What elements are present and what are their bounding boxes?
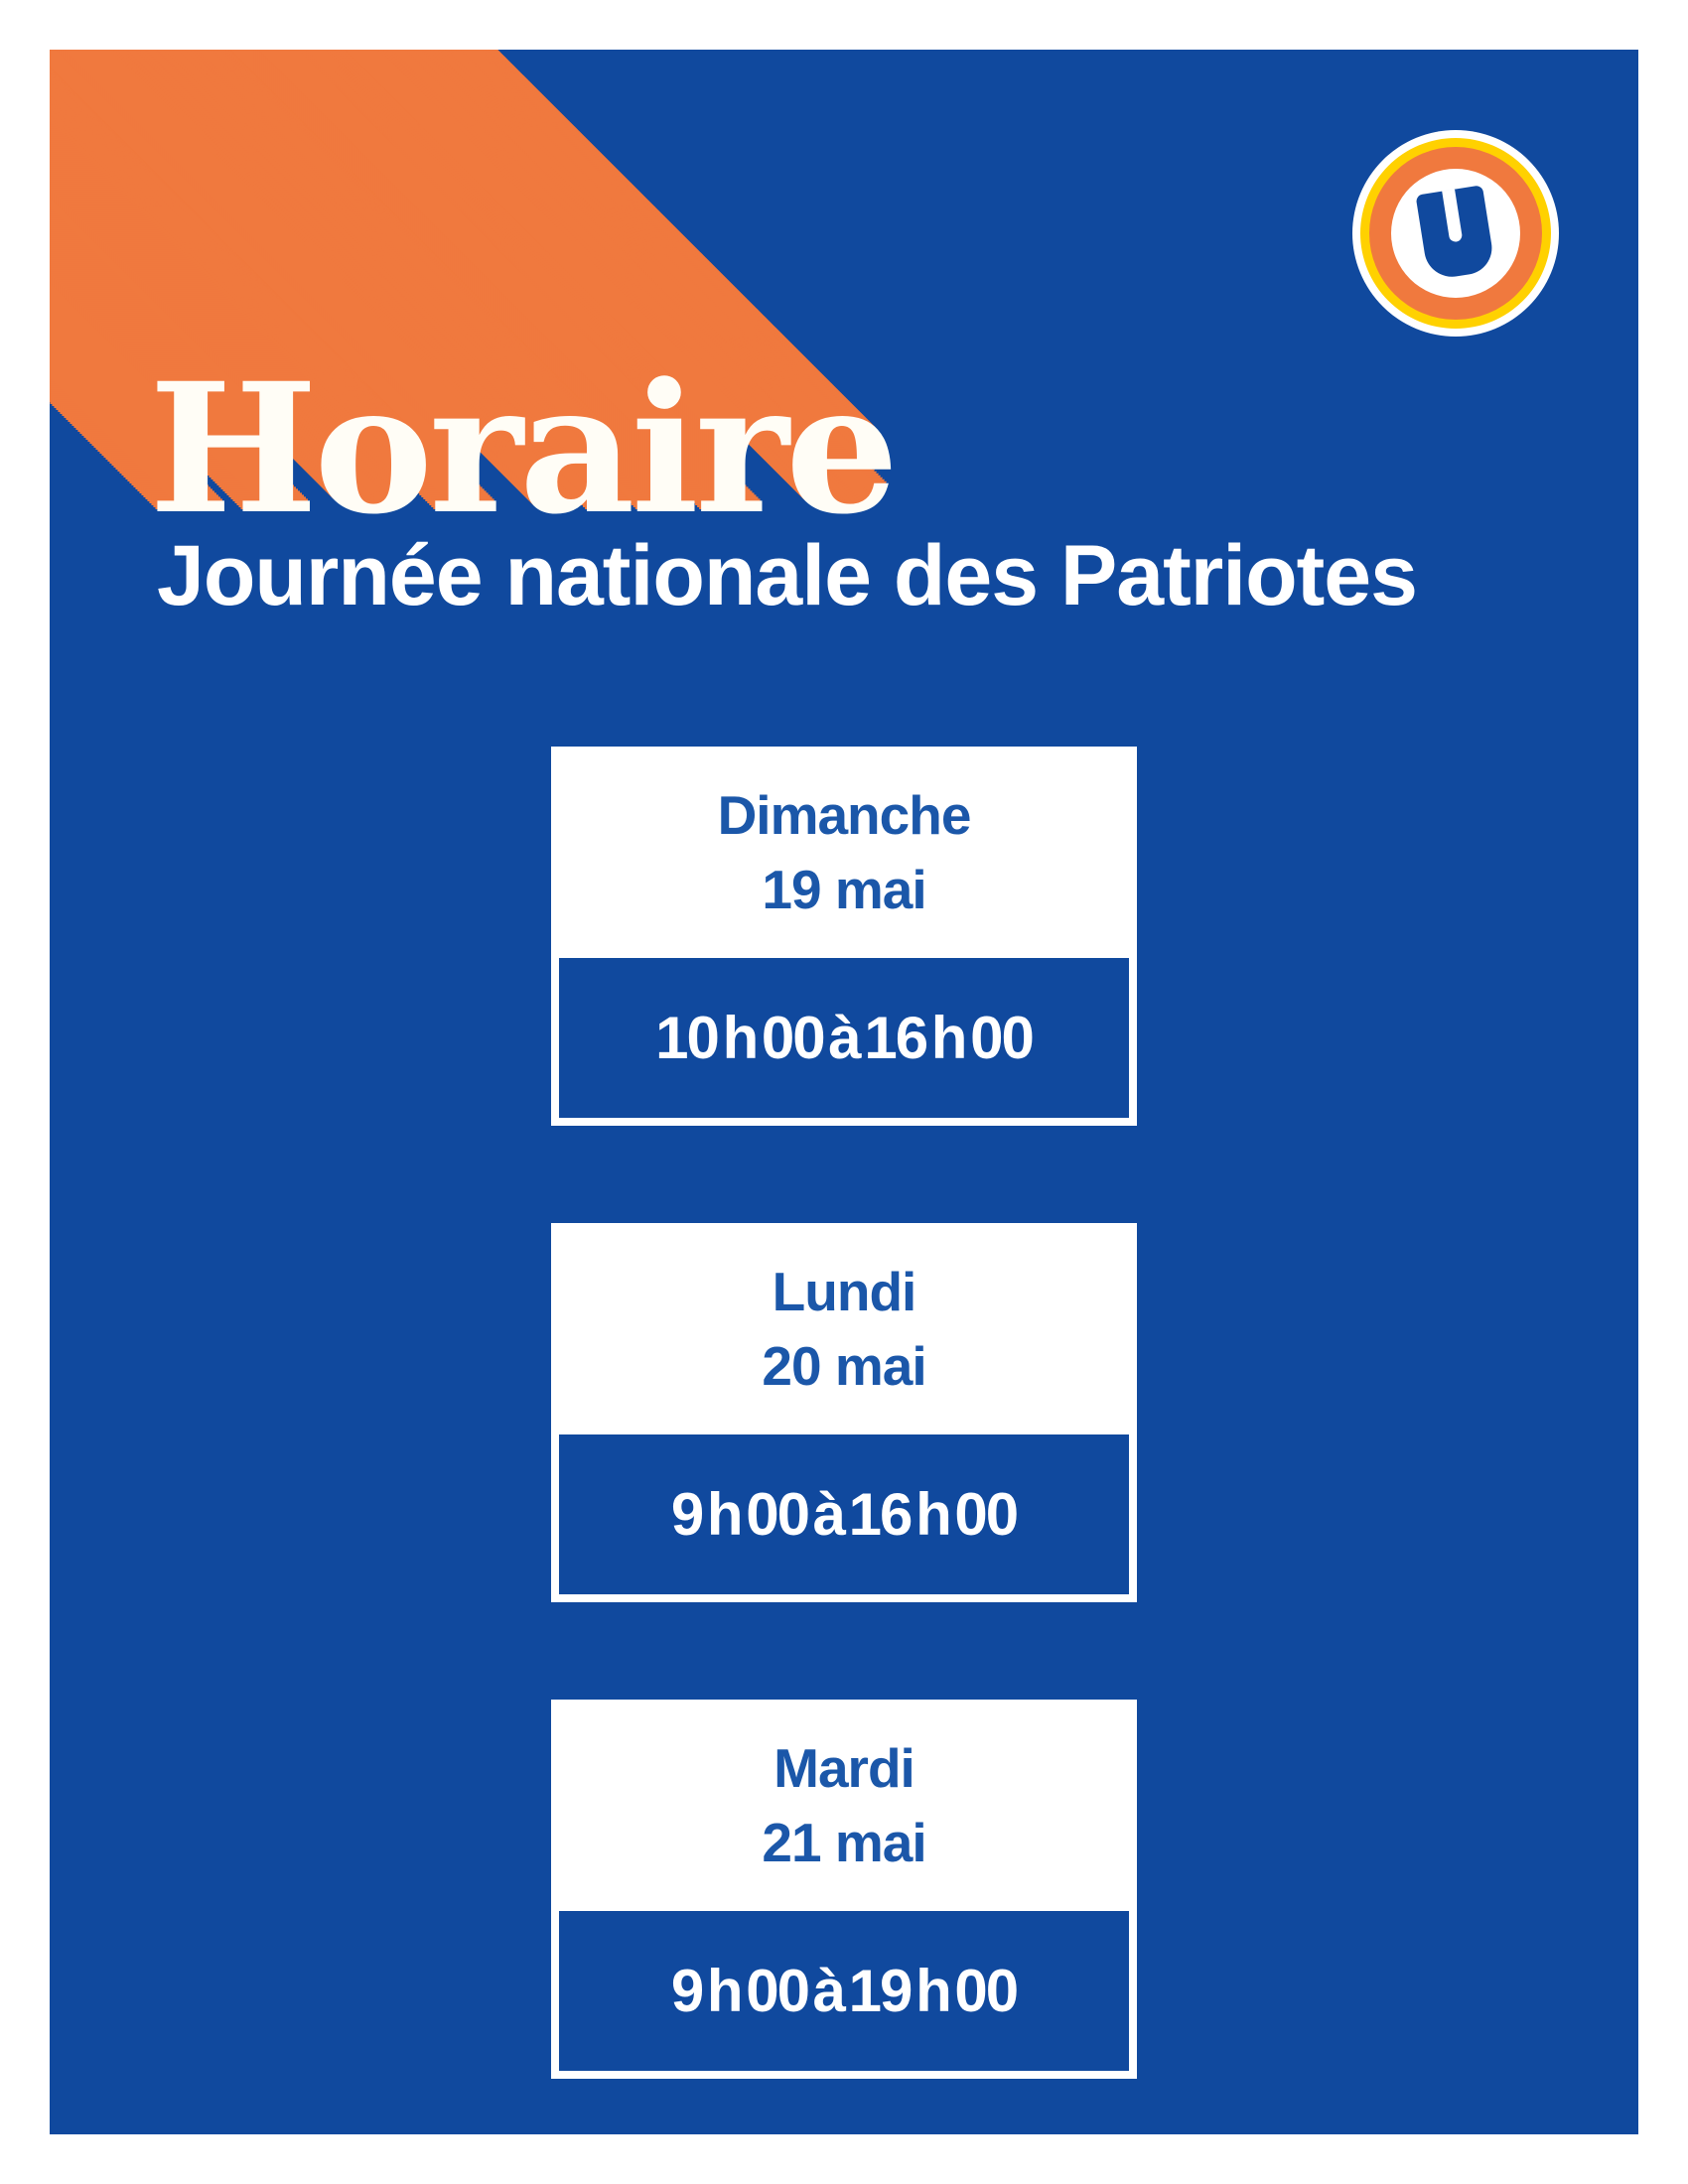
schedule-card: Dimanche 19 mai 10 h 00 à 16 h 00 [551,747,1137,1126]
page-title: Horaire [149,344,899,554]
hours-label: 9 h 00 à 16 h 00 [670,1481,1019,1548]
date-label: 19 mai [762,858,926,920]
hours-band: 10 h 00 à 16 h 00 [559,958,1129,1118]
day-section: Dimanche 19 mai [559,747,1129,958]
day-label: Mardi [774,1737,915,1800]
poster-background: Horaire Journée nationale des Patriotes … [50,50,1638,2134]
page-subtitle: Journée nationale des Patriotes [157,528,1418,623]
schedule-card: Lundi 20 mai 9 h 00 à 16 h 00 [551,1223,1137,1602]
hours-label: 9 h 00 à 19 h 00 [670,1958,1019,2024]
date-label: 20 mai [762,1334,926,1397]
logo-letter-u [1416,186,1492,277]
hours-label: 10 h 00 à 16 h 00 [655,1005,1035,1071]
day-section: Lundi 20 mai [559,1223,1129,1434]
day-label: Lundi [772,1261,917,1323]
schedule-card: Mardi 21 mai 9 h 00 à 19 h 00 [551,1700,1137,2079]
corner-accent-shape [50,50,490,399]
day-label: Dimanche [717,784,972,847]
day-section: Mardi 21 mai [559,1700,1129,1911]
hours-band: 9 h 00 à 16 h 00 [559,1434,1129,1594]
date-label: 21 mai [762,1811,926,1873]
logo-inner-disc [1391,169,1520,298]
hours-band: 9 h 00 à 19 h 00 [559,1911,1129,2071]
brand-logo [1352,130,1559,337]
